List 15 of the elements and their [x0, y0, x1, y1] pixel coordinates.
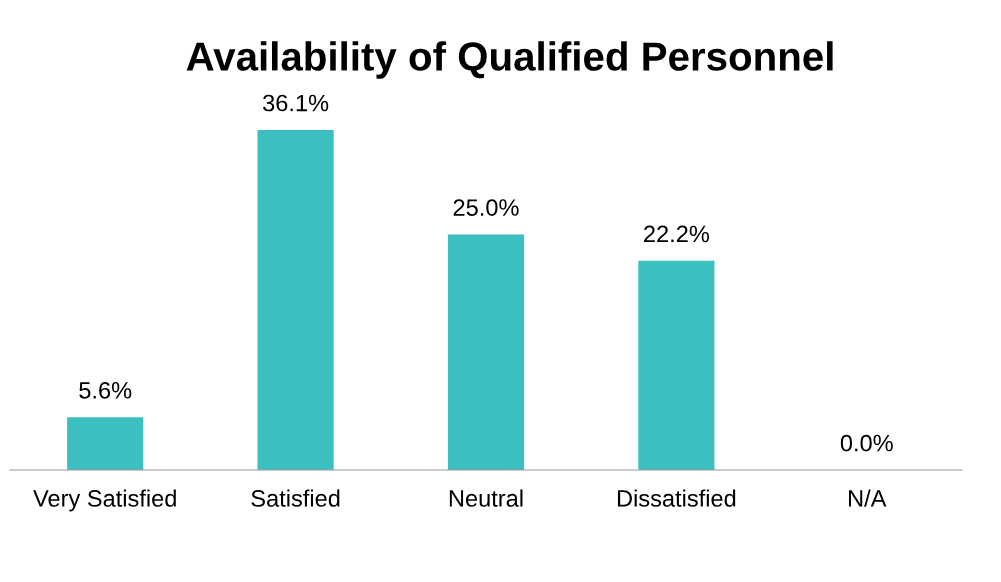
x-tick-label: Dissatisfied [617, 489, 736, 507]
x-tick-label: Very Satisfied [33, 489, 176, 512]
data-label: 25.0% [453, 199, 519, 216]
bar [638, 260, 715, 470]
data-label: 5.6% [79, 381, 132, 399]
data-label: 0.0% [840, 434, 893, 452]
x-tick-label: Neutral [449, 489, 523, 507]
chart-title: Availability of Qualified Personnel [186, 41, 833, 79]
bar [257, 129, 334, 470]
x-tick-label: Satisfied [251, 489, 340, 507]
bar [447, 234, 525, 470]
x-tick-label: N/A [849, 489, 887, 507]
bar [67, 417, 144, 470]
data-label: 36.1% [263, 94, 329, 112]
data-label: 22.2% [644, 225, 710, 243]
